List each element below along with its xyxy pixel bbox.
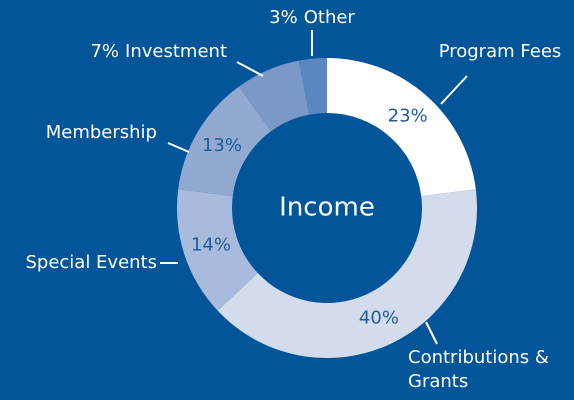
- slice: [298, 58, 327, 115]
- slice-label: Special Events: [25, 252, 157, 273]
- slice: [217, 189, 477, 359]
- slice: [178, 86, 272, 197]
- value-label: 13%: [202, 135, 242, 156]
- leader-line: [167, 142, 190, 153]
- value-label: 40%: [359, 307, 399, 328]
- leader-line: [425, 321, 438, 345]
- slice-label: 7% Investment: [90, 41, 227, 62]
- value-label: 3%: [269, 7, 298, 28]
- chart-title: Income: [279, 193, 375, 223]
- value-label: 7%: [90, 41, 119, 62]
- leader-line: [236, 61, 264, 77]
- slice: [238, 60, 310, 132]
- value-label: 23%: [388, 105, 428, 126]
- slice-label: 3% Other: [269, 7, 355, 28]
- category-label: Other: [304, 7, 356, 28]
- value-label: 14%: [191, 235, 231, 256]
- slice: [177, 189, 258, 311]
- slice-label: Contributions & Grants: [408, 347, 549, 392]
- category-label: Investment: [125, 41, 227, 62]
- slice: [327, 58, 476, 197]
- slice-label: Program Fees: [439, 41, 562, 62]
- slice-label: Membership: [46, 122, 157, 143]
- leader-line: [440, 75, 468, 105]
